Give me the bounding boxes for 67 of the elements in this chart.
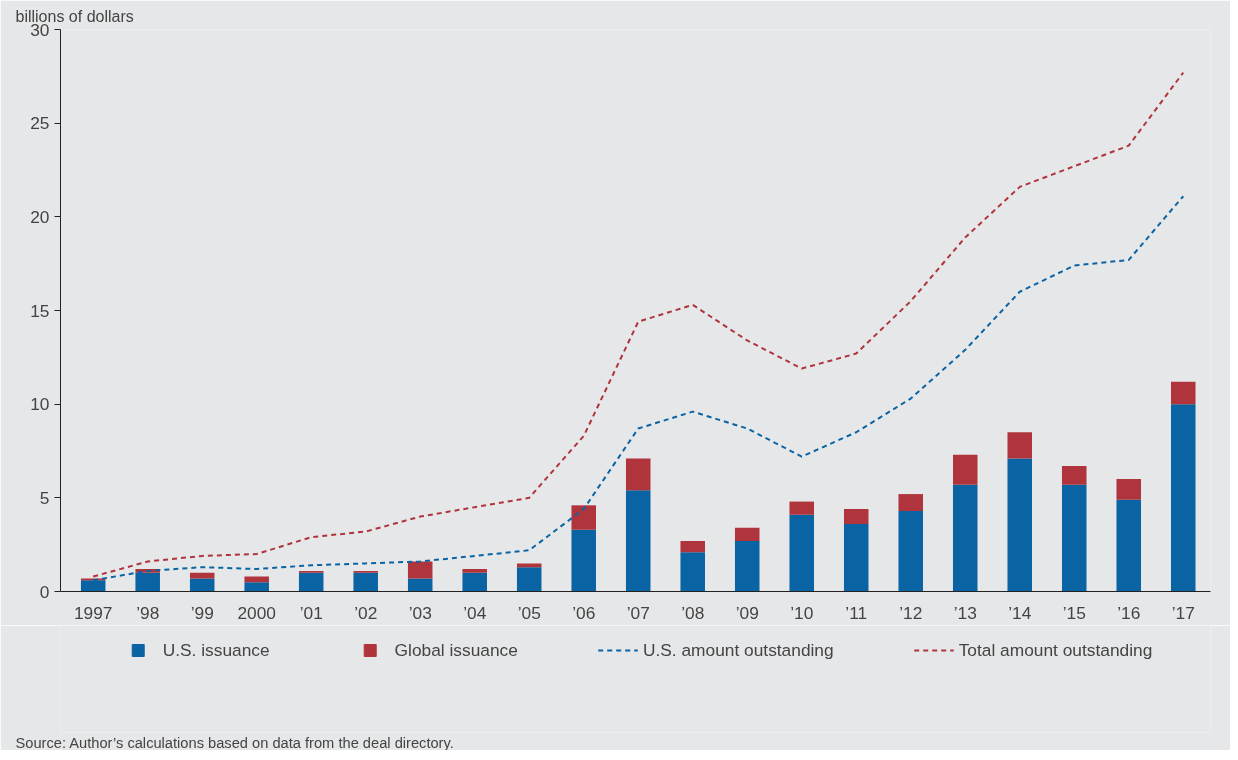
x-tick-label: ’01 — [299, 602, 323, 623]
x-tick-label: 1997 — [73, 602, 113, 623]
bar — [462, 569, 487, 573]
bar — [298, 572, 324, 592]
bar — [407, 578, 433, 592]
y-tick-label: 25 — [30, 113, 50, 134]
bar — [571, 505, 596, 530]
bar — [571, 529, 596, 592]
bar — [843, 509, 869, 525]
x-tick-label: ’04 — [463, 602, 487, 623]
bar — [244, 582, 269, 592]
bar — [625, 490, 651, 592]
bar — [1007, 458, 1032, 592]
bar — [189, 578, 215, 592]
bar — [734, 527, 760, 541]
x-tick-label: 2000 — [237, 602, 276, 623]
bar — [407, 561, 433, 579]
x-tick-label: ’06 — [572, 602, 596, 623]
x-tick-label: ’02 — [354, 602, 378, 623]
x-tick-label: ’09 — [735, 602, 759, 623]
source-note: Source: Author’s calculations based on data from the deal directory. — [15, 734, 454, 751]
bar — [353, 572, 378, 592]
bar — [843, 524, 869, 592]
bar — [1007, 432, 1032, 459]
bar — [1170, 381, 1196, 405]
y-tick-label: 10 — [30, 394, 50, 415]
bar — [898, 494, 923, 511]
bar — [952, 454, 978, 485]
bar — [898, 510, 923, 592]
bar — [462, 572, 487, 592]
bar — [789, 501, 814, 515]
legend-label: Global issuance — [394, 639, 518, 661]
x-tick-label: ’12 — [899, 602, 923, 623]
y-tick-label: 15 — [30, 300, 50, 321]
bar — [625, 458, 651, 491]
bar — [789, 514, 814, 592]
x-tick-label: ’08 — [681, 602, 705, 623]
x-tick-label: ’16 — [1117, 602, 1141, 623]
x-tick-label: ’14 — [1008, 602, 1032, 623]
bar — [516, 567, 542, 592]
x-tick-label: ’05 — [517, 602, 541, 623]
legend-label: U.S. issuance — [162, 639, 270, 661]
x-tick-label: ’99 — [190, 602, 214, 623]
x-tick-label: ’11 — [845, 602, 868, 623]
y-tick-label: 5 — [39, 487, 50, 508]
x-tick-label: ’98 — [136, 602, 160, 623]
bar — [734, 540, 760, 592]
bar — [952, 484, 978, 592]
x-tick-label: ’10 — [790, 602, 814, 623]
bar — [1061, 484, 1087, 592]
legend-label: U.S. amount outstanding — [642, 639, 834, 661]
bar — [1116, 499, 1142, 592]
bar — [680, 552, 705, 592]
bar — [244, 576, 269, 583]
bar — [1116, 479, 1142, 500]
bar — [1061, 465, 1087, 485]
bar — [1170, 404, 1196, 592]
legend-label: Total amount outstanding — [958, 639, 1153, 661]
x-tick-label: ’15 — [1062, 602, 1086, 623]
y-tick-label: 20 — [30, 206, 50, 227]
bar — [680, 540, 705, 553]
bar — [516, 563, 542, 568]
x-tick-label: ’13 — [953, 602, 977, 623]
x-tick-label: ’17 — [1171, 602, 1195, 623]
x-tick-label: ’03 — [408, 602, 432, 623]
y-tick-label: 0 — [39, 581, 50, 602]
x-tick-label: ’07 — [626, 602, 650, 623]
